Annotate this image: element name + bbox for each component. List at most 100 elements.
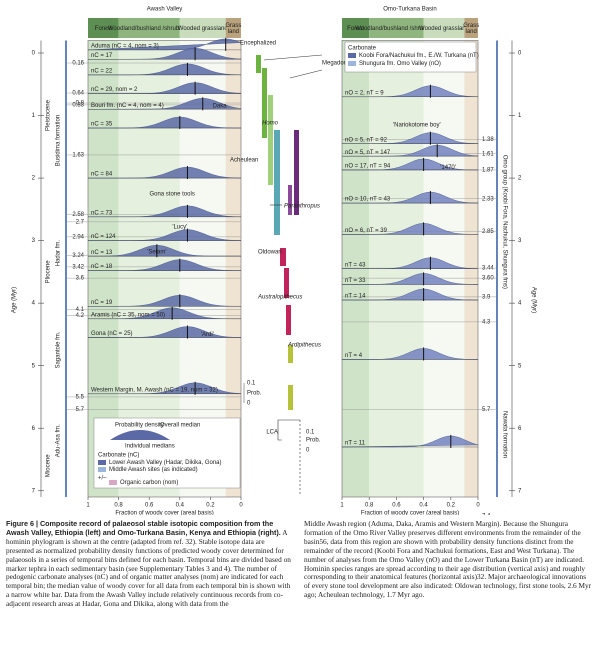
epoch: Pliocene <box>46 260 52 284</box>
x-tick-label: 0.6 <box>145 503 154 509</box>
bin-edge-label: 3.44 <box>482 266 494 272</box>
x-tick-label: 1 <box>340 503 344 509</box>
bin-edge-label: 3.60 <box>482 276 494 282</box>
legend-swatch <box>109 480 117 485</box>
row-label: nO = 5, nT = 147 <box>345 150 391 156</box>
formation: Nawata formation <box>501 411 507 458</box>
bin-edge-label: 3.6 <box>76 276 85 282</box>
australopithecus-bar <box>280 248 286 266</box>
row-label: nO = 10, nT = 43 <box>345 197 391 203</box>
legend-density <box>110 430 170 440</box>
row-label: nC = 29, nom = 2 <box>91 87 138 93</box>
row-label: nO = 6, nT = 39 <box>345 228 388 234</box>
y-tick-label: 1 <box>32 113 36 119</box>
phylogram-label: Paranthropus <box>284 204 320 210</box>
x-tick-label: 0.2 <box>447 503 456 509</box>
zone-header <box>88 18 119 38</box>
zone-header <box>423 18 465 38</box>
caption-heading: Figure 6 | Composite record of palaeosol… <box>6 519 281 537</box>
bin-edge-label: 0.64 <box>72 91 84 97</box>
phylogram <box>256 54 323 495</box>
x-tick-label: 0.4 <box>419 503 428 509</box>
prob-label: 0 <box>247 401 251 407</box>
row-label: nT = 11 <box>345 441 366 447</box>
phylogram-label: LCA <box>266 430 278 436</box>
zone-header <box>464 18 478 38</box>
x-axis-label: Fraction of woody cover (areal basis) <box>115 511 213 515</box>
caption-left: Figure 6 | Composite record of palaeosol… <box>6 519 294 609</box>
formation: Adu-Asa fm. <box>56 424 62 457</box>
x-axis-label: Fraction of woody cover (areal basis) <box>361 511 459 515</box>
y-tick-label: 7 <box>518 488 522 494</box>
formation: Omo group (Koobi Fora, Nachukui, Shungur… <box>501 155 507 289</box>
row-label: nC = 124 <box>91 234 116 240</box>
row-label: nC = 84 <box>91 172 113 178</box>
paranthropus-bar <box>288 185 292 215</box>
bin-edge-label: 0.8 <box>76 101 85 107</box>
row-label: nC = 22 <box>91 68 113 74</box>
caption-right: Middle Awash region (Aduma, Daka, Aramis… <box>304 519 592 600</box>
bin-edge-label: 0.16 <box>72 61 84 67</box>
row-label: Gona (nC = 25) <box>91 331 133 337</box>
prob-label: 0.1 <box>306 430 315 436</box>
row-label: nT = 14 <box>345 294 366 300</box>
legend-text: Probability density <box>115 423 164 429</box>
row-label: nC = 19 <box>91 300 113 306</box>
prob-label: 0 <box>306 448 310 454</box>
legend-swatch <box>348 61 356 66</box>
bin-edge-label: 2.33 <box>482 196 494 202</box>
annotation: 'Ardi' <box>201 332 214 338</box>
ardipithecus-bar <box>288 385 293 410</box>
row-label: nC = 18 <box>91 264 113 270</box>
legend-text: Organic carbon (nom) <box>120 480 178 486</box>
caption-text: Middle Awash region (Aduma, Daka, Aramis… <box>304 519 592 600</box>
zone-label: Grass land <box>463 23 479 35</box>
paranthropus-bar <box>294 130 299 215</box>
row-label: Western Margin, M. Awash (nC = 19, nom =… <box>91 387 218 393</box>
bin-edge-label: 4.3 <box>482 319 491 325</box>
y-tick-label: 6 <box>32 426 36 432</box>
zone-label: Grass land <box>225 23 241 35</box>
row-label: Aramis (nC = 35, nom = 50) <box>91 312 165 318</box>
arrow <box>263 54 323 61</box>
zone-label: Wooded grassland <box>419 26 469 32</box>
ardipithecus-bar <box>288 345 293 363</box>
annotation: Gona stone tools <box>149 191 194 197</box>
y-tick-label: 1 <box>518 113 522 119</box>
caption-text: A hominin phylogram is shown at the cent… <box>6 527 291 609</box>
annotation: 'Nariokotome boy' <box>393 122 441 128</box>
y-tick-label: 5 <box>518 363 522 369</box>
x-tick-label: 1 <box>86 503 90 509</box>
legend-text: Shungura fm. Omo Valley (nO) <box>359 61 441 67</box>
zone-label: Woodland/bushland /shrubland <box>108 26 191 32</box>
annotation: Daka <box>213 104 228 110</box>
y-tick-label: 6 <box>518 426 522 432</box>
zone-label: Forest <box>347 26 364 32</box>
row-label: nT = 4 <box>345 353 363 359</box>
y-axis-label: Age (Myr) <box>530 287 536 313</box>
formation: Busidima formation <box>56 115 62 166</box>
y-axis-label: Age (Myr) <box>12 287 18 313</box>
legend-title: Carbonate <box>348 46 377 52</box>
y-tick-label: 0 <box>518 51 522 57</box>
y-tick-label: 3 <box>518 238 522 244</box>
zone-label: Forest <box>95 26 112 32</box>
epoch: Miocene <box>46 454 52 477</box>
lca-bracket <box>277 419 300 441</box>
row-label: nC = 35 <box>91 122 113 128</box>
y-tick-label: 4 <box>518 301 522 307</box>
zone <box>225 40 241 497</box>
zone-header <box>369 18 424 38</box>
x-tick-label: 0.2 <box>206 503 215 509</box>
zone-header <box>342 18 370 38</box>
bin-edge-label: 1.63 <box>72 153 84 159</box>
row-label: nO = 17, nT = 94 <box>345 164 391 170</box>
x-tick-label: 0.4 <box>176 503 185 509</box>
y-tick-label: 7 <box>32 488 36 494</box>
phylogram-label: Encephalized <box>240 41 276 47</box>
legend-text: Overall median <box>160 423 200 429</box>
bin-edge-label: 1.38 <box>482 137 494 143</box>
homo-bar <box>268 95 273 185</box>
legend-text: Lower Awash Valley (Hadar, Dikika, Gona) <box>109 460 222 466</box>
phylogram-label: Homo <box>262 121 279 127</box>
